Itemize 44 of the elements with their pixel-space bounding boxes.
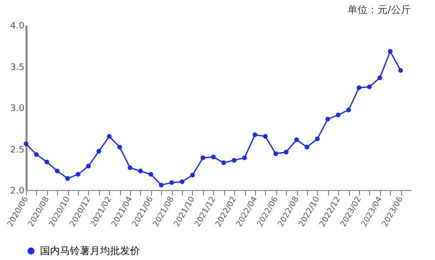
point xyxy=(138,168,143,174)
point xyxy=(377,75,382,80)
point xyxy=(200,155,206,160)
y-tick-label: 3.5 xyxy=(10,62,24,73)
point xyxy=(304,144,310,150)
y-tick-label: 4.0 xyxy=(10,22,25,32)
point xyxy=(117,144,122,150)
point xyxy=(346,108,351,112)
legend-label: 国内马铃薯月均批发价 xyxy=(40,245,140,257)
point xyxy=(158,182,164,188)
point xyxy=(336,112,341,118)
point xyxy=(242,155,247,160)
point xyxy=(86,164,91,168)
y-tick-label: 2.0 xyxy=(10,186,25,196)
y-tick-label: 3.0 xyxy=(10,104,25,114)
point xyxy=(106,134,112,139)
point xyxy=(252,132,258,138)
point xyxy=(294,137,299,142)
y-tick-label: 2.5 xyxy=(10,145,24,156)
point xyxy=(24,141,28,146)
point xyxy=(34,152,39,157)
point xyxy=(262,134,268,139)
point xyxy=(169,180,174,185)
point xyxy=(325,116,330,122)
point xyxy=(54,168,60,174)
point xyxy=(232,158,236,163)
point xyxy=(210,154,216,160)
point xyxy=(76,172,80,177)
point xyxy=(273,151,278,156)
point xyxy=(148,172,154,177)
point xyxy=(44,160,50,164)
point xyxy=(65,176,70,181)
point xyxy=(221,160,226,166)
point xyxy=(367,84,372,90)
point xyxy=(96,148,102,154)
point xyxy=(356,85,362,90)
point xyxy=(190,172,195,178)
text: 单位：元/公斤 xyxy=(348,4,411,16)
point xyxy=(128,165,132,170)
point xyxy=(180,179,184,184)
point xyxy=(388,49,393,54)
point xyxy=(284,150,288,154)
point xyxy=(315,136,320,142)
point xyxy=(398,68,403,73)
